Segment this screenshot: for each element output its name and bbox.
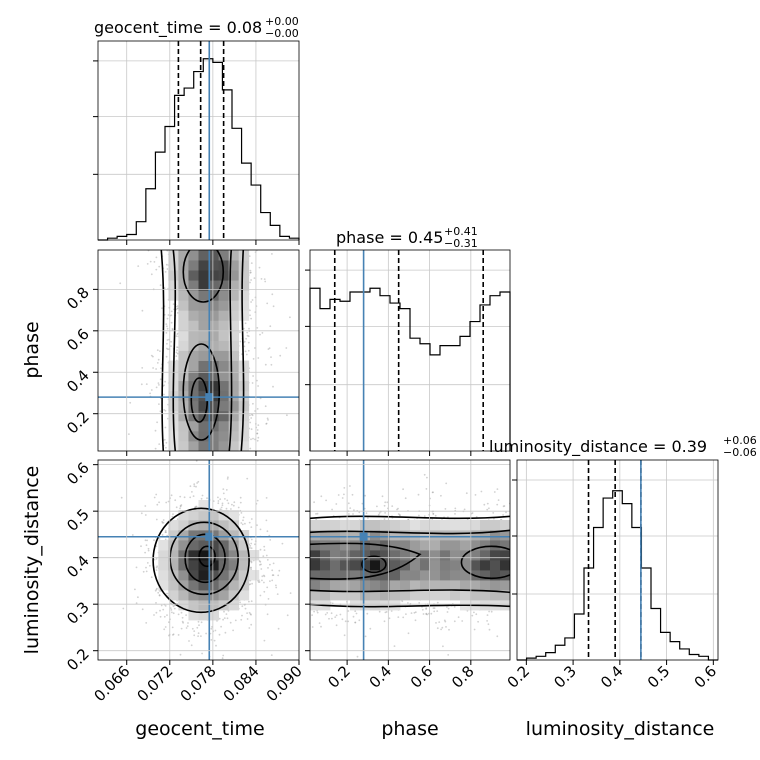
panel-title-geocent_time: geocent_time = 0.08 +0.00 −0.00 [94, 15, 299, 40]
histogram-phase [309, 287, 511, 451]
x-tick-label: 0.2 [504, 662, 534, 692]
contour-line [310, 542, 422, 580]
contour-line [460, 545, 510, 580]
contour-line [228, 250, 233, 451]
y-tick-label: 0.2 [63, 645, 93, 675]
truth-marker [205, 532, 214, 541]
panel-frame [97, 249, 300, 452]
x-tick-label: 0.078 [177, 662, 220, 705]
histogram-geocent_time [98, 58, 300, 241]
title-sub: −0.06 [723, 446, 757, 459]
contour-line [172, 250, 177, 451]
contour-line [310, 515, 510, 520]
title-sub: −0.00 [265, 27, 299, 40]
x-axis-label-geocent_time: geocent_time [135, 718, 264, 740]
x-axis-label-phase: phase [381, 718, 438, 740]
x-tick-label: 0.084 [220, 662, 263, 705]
title-sup: +0.06 [723, 434, 757, 447]
y-axis-label-luminosity_distance: luminosity_distance [21, 466, 43, 655]
panel-frame [97, 40, 300, 241]
contour-line [169, 521, 239, 596]
truth-marker [205, 393, 214, 402]
panel-title-luminosity_distance: luminosity_distance = 0.39 +0.06 −0.06 [489, 434, 757, 459]
x-tick-label: 0.2 [324, 662, 354, 692]
y-tick-label: 0.5 [63, 505, 93, 535]
truth-marker [359, 532, 368, 541]
x-tick-label: 0.5 [644, 662, 674, 692]
contour-line [182, 343, 221, 441]
contour-line [182, 250, 225, 303]
title-main: geocent_time = 0.08 [94, 18, 262, 38]
contour-line [160, 250, 165, 451]
contour-line [240, 250, 245, 451]
y-tick-label: 0.4 [63, 366, 93, 396]
panel-frame [309, 459, 511, 661]
x-tick-label: 0.4 [597, 662, 627, 692]
contour-line [310, 529, 510, 535]
title-main: phase = 0.45 [336, 228, 443, 247]
contour-line [198, 545, 216, 568]
contour-line [310, 589, 510, 594]
x-tick-label: 0.6 [691, 662, 721, 692]
y-tick-label: 0.6 [63, 459, 93, 489]
y-axis-label-phase: phase [21, 321, 43, 378]
x-axis-label-luminosity_distance: luminosity_distance [526, 718, 715, 740]
panel-frame [309, 249, 511, 452]
x-tick-label: 0.8 [448, 662, 478, 692]
x-tick-label: 0.072 [134, 662, 177, 705]
title-sup: +0.00 [265, 15, 299, 28]
panel-title-phase: phase = 0.45+0.41 −0.31 [336, 225, 478, 250]
y-tick-label: 0.6 [63, 325, 93, 355]
y-tick-label: 0.8 [63, 283, 93, 313]
y-tick-label: 0.4 [63, 552, 93, 582]
panel-frame [516, 459, 719, 661]
density-luminosity_distance-vs-geocent_time [98, 460, 299, 660]
histogram-luminosity_distance [517, 490, 718, 661]
panel-frame [97, 459, 300, 661]
y-tick-label: 0.2 [63, 408, 93, 438]
x-tick-label: 0.066 [90, 662, 133, 705]
y-tick-label: 0.3 [63, 598, 93, 628]
density-phase-vs-geocent_time [98, 250, 299, 451]
title-sup: +0.41 [444, 225, 478, 238]
title-main: luminosity_distance = 0.39 [489, 437, 707, 457]
x-tick-label: 0.3 [550, 662, 580, 692]
x-tick-label: 0.6 [407, 662, 437, 692]
density-luminosity_distance-vs-phase [310, 460, 510, 660]
x-tick-label: 0.090 [263, 662, 306, 705]
contour-line [184, 533, 226, 584]
contour-line [310, 603, 510, 608]
title-sub: −0.31 [444, 237, 478, 250]
x-tick-label: 0.4 [366, 662, 396, 692]
